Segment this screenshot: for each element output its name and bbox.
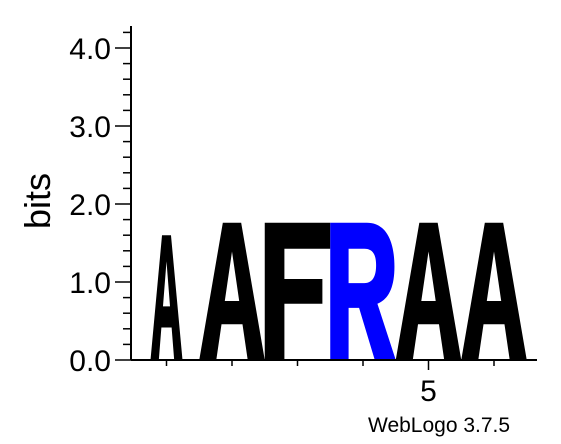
logo-letter-a	[199, 222, 265, 360]
y-tick-label: 2.0	[69, 189, 111, 222]
logo-glyphs	[150, 222, 527, 360]
y-tick-label: 4.0	[69, 33, 111, 66]
logo-letter-a	[461, 222, 527, 360]
logo-letter-f	[264, 222, 331, 360]
y-tick-label: 1.0	[69, 267, 111, 300]
logo-letter-r	[330, 222, 396, 360]
y-axis-ticks: 0.0 1.0 2.0 3.0 4.0	[69, 31, 131, 378]
y-tick-label: 3.0	[69, 111, 111, 144]
y-axis-title: bits	[17, 173, 58, 229]
y-tick-label: 0.0	[69, 345, 111, 378]
logo-letter-a	[150, 235, 183, 360]
x-axis-ticks: 5	[165, 360, 495, 408]
x-tick-label: 5	[420, 375, 437, 408]
logo-letter-a	[395, 222, 462, 360]
weblogo-credit: WebLogo 3.7.5	[368, 414, 511, 437]
